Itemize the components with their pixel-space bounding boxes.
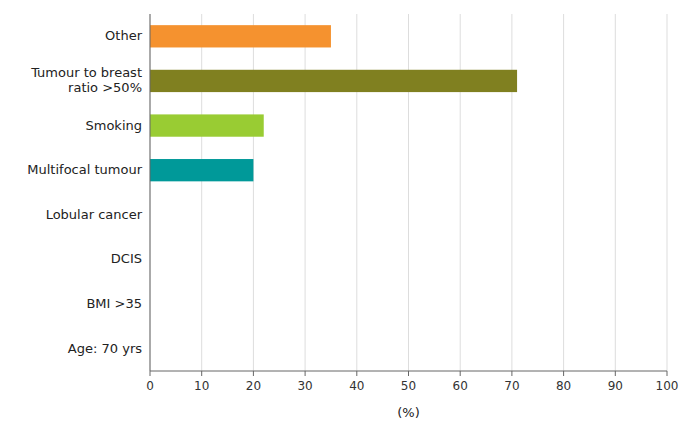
y-tick-label: BMI >35 [86,296,142,311]
x-tick-label: 10 [194,379,209,393]
x-tick-label: 30 [297,379,312,393]
x-tick [408,371,409,376]
y-tick-label: Tumour to breastratio >50% [30,65,142,95]
y-tick-label-line: ratio >50% [68,80,142,95]
x-tick-label: 20 [246,379,261,393]
x-tick [563,371,564,376]
chart-svg: 0 10 20 30 40 50 60 70 80 90 100 (%) Other Tumour to … [0,0,689,429]
y-tick-label-line: Other [105,28,143,43]
x-tick [511,371,512,376]
y-tick-label-line: Smoking [85,117,142,132]
grid [150,14,667,371]
y-ticks: Other Tumour to breastratio >50% Smoking Mu… [27,28,142,355]
bars [150,25,517,181]
y-tick-label: Lobular cancer [46,206,143,221]
y-tick-label: Other [105,28,143,43]
grid-line [563,14,564,371]
bar [150,159,253,181]
x-tick [253,371,254,376]
grid-line [615,14,616,371]
x-tick-label: 50 [401,379,416,393]
grid-line [460,14,461,371]
x-tick [460,371,461,376]
bar [150,114,264,136]
x-tick-label: 0 [146,379,154,393]
grid-line [511,14,512,371]
y-tick-label: DCIS [111,251,142,266]
x-ticks: 0 10 20 30 40 50 60 70 80 90 100 [146,371,678,393]
bar [150,70,517,92]
y-axis-line [150,14,151,371]
grid-line [253,14,254,371]
grid-line [356,14,357,371]
x-tick [201,371,202,376]
x-tick-label: 60 [453,379,468,393]
x-axis-label: (%) [397,405,420,420]
y-tick-label-line: Lobular cancer [46,206,143,221]
x-tick-label: 40 [349,379,364,393]
x-tick-label: 90 [608,379,623,393]
x-tick-label: 70 [504,379,519,393]
bar [150,25,331,47]
y-tick-label: Smoking [85,117,142,132]
x-tick [615,371,616,376]
x-tick [305,371,306,376]
x-tick-label: 80 [556,379,571,393]
y-tick-label-line: Multifocal tumour [27,162,142,177]
grid-line [201,14,202,371]
grid-line [150,14,151,371]
y-tick-label-line: BMI >35 [86,296,142,311]
y-tick-label-line: DCIS [111,251,142,266]
y-tick-label: Multifocal tumour [27,162,142,177]
y-tick-label-line: Tumour to breast [30,65,142,80]
chart-container: 0 10 20 30 40 50 60 70 80 90 100 (%) Other Tumour to … [0,0,689,429]
x-tick [667,371,668,376]
x-tick [150,371,151,376]
grid-line [408,14,409,371]
y-tick-label: Age: 70 yrs [68,340,142,355]
grid-line [305,14,306,371]
y-tick-label-line: Age: 70 yrs [68,340,142,355]
x-tick [356,371,357,376]
grid-line [667,14,668,371]
x-tick-label: 100 [656,379,679,393]
